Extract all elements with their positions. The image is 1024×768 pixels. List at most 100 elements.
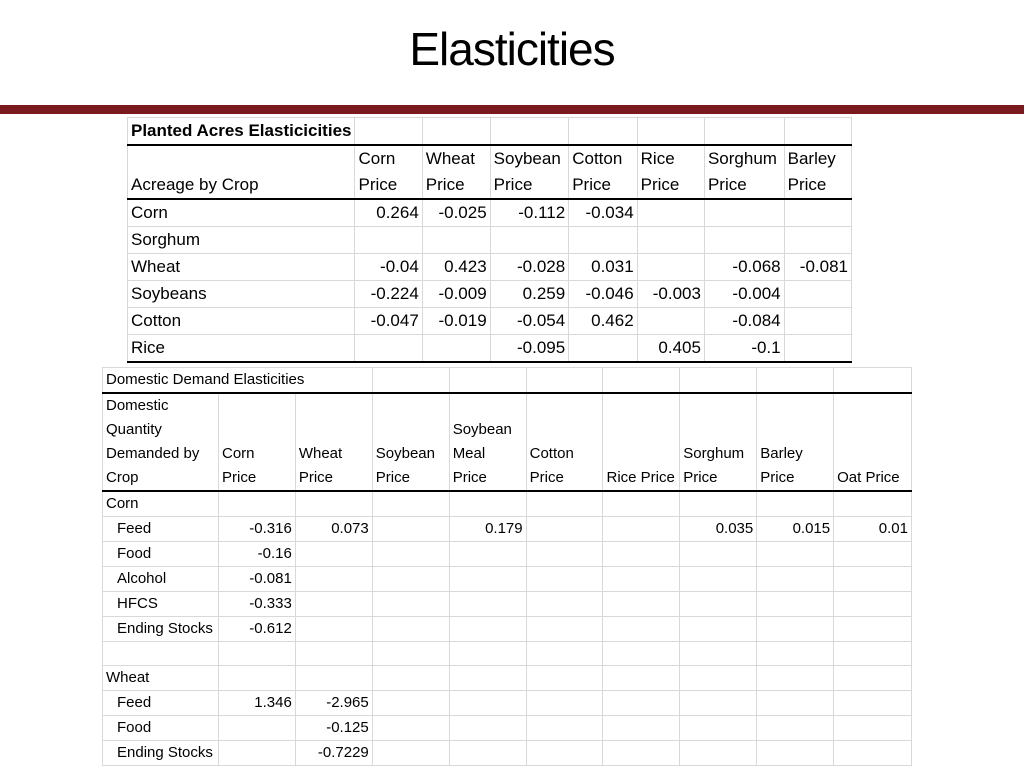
empty-cell xyxy=(371,367,450,394)
elasticity-value xyxy=(679,616,758,642)
empty-cell xyxy=(421,117,491,146)
elasticity-value xyxy=(217,641,296,666)
elasticity-value xyxy=(448,641,527,666)
elasticity-value: 0.405 xyxy=(636,334,705,363)
elasticity-value xyxy=(602,566,681,592)
row-label: Feed xyxy=(102,516,219,542)
elasticity-value: -0.081 xyxy=(783,253,853,281)
slide-title: Elasticities xyxy=(409,23,615,75)
elasticity-value xyxy=(294,541,373,567)
row-label: Ending Stocks xyxy=(102,616,219,642)
elasticity-value: -0.068 xyxy=(703,253,785,281)
elasticity-value xyxy=(568,226,638,254)
empty-cell xyxy=(783,117,853,146)
empty-cell xyxy=(833,367,912,394)
elasticity-value xyxy=(783,280,853,308)
elasticity-value xyxy=(679,641,758,666)
elasticity-value xyxy=(756,690,835,716)
row-label: Corn xyxy=(102,490,219,517)
table-row: Feed -0.316 0.073 0.179 0.035 0.015 0.01 xyxy=(102,516,912,542)
elasticity-value: 0.264 xyxy=(354,198,423,227)
elasticity-value: -0.028 xyxy=(489,253,570,281)
elasticity-value: -0.046 xyxy=(568,280,638,308)
elasticity-value xyxy=(525,516,604,542)
row-label: Wheat xyxy=(102,665,219,691)
elasticity-value: -0.224 xyxy=(354,280,423,308)
elasticity-value: 0.035 xyxy=(679,516,758,542)
table-row: Sorghum xyxy=(126,226,853,254)
row-label: Feed xyxy=(102,690,219,716)
elasticity-value xyxy=(703,226,785,254)
elasticity-value xyxy=(525,616,604,642)
elasticity-value xyxy=(294,591,373,617)
planted-column-header: Barley Price xyxy=(783,144,853,200)
table-row: Soybeans -0.224 -0.009 0.259 -0.046 -0.003 -0.… xyxy=(126,280,853,308)
elasticity-value: 1.346 xyxy=(217,690,296,716)
elasticity-value xyxy=(602,715,681,741)
table-row: Ending Stocks -0.612 xyxy=(102,616,912,642)
table-row: Food -0.125 xyxy=(102,715,912,741)
elasticity-value xyxy=(602,541,681,567)
row-label: HFCS xyxy=(102,591,219,617)
elasticity-value xyxy=(421,226,491,254)
elasticity-value xyxy=(371,591,450,617)
row-label: Rice xyxy=(126,334,356,363)
empty-cell xyxy=(354,117,423,146)
elasticity-value: -0.034 xyxy=(568,198,638,227)
elasticity-value: -0.009 xyxy=(421,280,491,308)
elasticity-value xyxy=(371,490,450,517)
elasticity-value xyxy=(525,566,604,592)
domestic-column-header: Barley Price xyxy=(756,392,835,492)
elasticity-value xyxy=(756,665,835,691)
table-row: Alcohol -0.081 xyxy=(102,566,912,592)
empty-cell xyxy=(679,367,758,394)
elasticity-value xyxy=(602,740,681,766)
elasticity-value xyxy=(679,541,758,567)
elasticity-value: -0.019 xyxy=(421,307,491,335)
elasticity-value xyxy=(833,665,912,691)
elasticity-value xyxy=(371,616,450,642)
row-label: Wheat xyxy=(126,253,356,281)
elasticity-value xyxy=(525,541,604,567)
planted-header-row: Acreage by Crop Corn Price Wheat Price Soyb… xyxy=(126,144,853,200)
empty-cell xyxy=(448,367,527,394)
elasticity-value xyxy=(371,541,450,567)
table-row: Wheat xyxy=(102,665,912,691)
elasticity-value xyxy=(756,616,835,642)
elasticity-value xyxy=(756,490,835,517)
elasticity-value xyxy=(448,690,527,716)
domestic-column-header: Wheat Price xyxy=(294,392,373,492)
table-row: Corn 0.264 -0.025 -0.112 -0.034 xyxy=(126,198,853,227)
elasticity-value xyxy=(217,665,296,691)
table-row: HFCS -0.333 xyxy=(102,591,912,617)
planted-column-header: Corn Price xyxy=(354,144,423,200)
planted-caption-row: Planted Acres Elasticicities xyxy=(126,117,853,146)
elasticity-value xyxy=(679,740,758,766)
elasticity-value: -0.112 xyxy=(489,198,570,227)
domestic-caption-row: Domestic Demand Elasticities xyxy=(102,367,912,394)
row-label xyxy=(102,641,219,666)
elasticity-value: 0.179 xyxy=(448,516,527,542)
elasticity-value xyxy=(783,307,853,335)
elasticity-value xyxy=(833,740,912,766)
elasticity-value xyxy=(833,641,912,666)
elasticity-value xyxy=(602,665,681,691)
elasticity-value xyxy=(636,198,705,227)
elasticity-value: -0.1 xyxy=(703,334,785,363)
empty-cell xyxy=(489,117,570,146)
elasticity-value xyxy=(421,334,491,363)
table-row: Wheat -0.04 0.423 -0.028 0.031 -0.068 -0.081 xyxy=(126,253,853,281)
elasticity-value xyxy=(756,541,835,567)
elasticity-value xyxy=(756,641,835,666)
row-label: Alcohol xyxy=(102,566,219,592)
elasticity-value xyxy=(525,715,604,741)
row-label: Sorghum xyxy=(126,226,356,254)
table-row: Food -0.16 xyxy=(102,541,912,567)
elasticity-value xyxy=(525,690,604,716)
elasticity-value: -0.7229 xyxy=(294,740,373,766)
planted-column-header: Cotton Price xyxy=(568,144,638,200)
empty-cell xyxy=(568,117,638,146)
table-row: Corn xyxy=(102,490,912,517)
elasticity-value xyxy=(602,616,681,642)
row-label: Cotton xyxy=(126,307,356,335)
